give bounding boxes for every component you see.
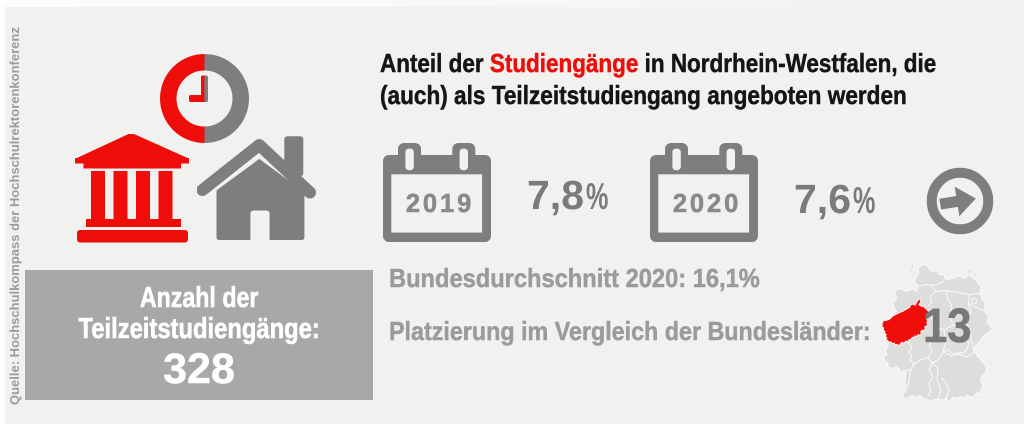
svg-text:2020: 2020 [673, 190, 741, 218]
svg-text:2019: 2019 [406, 190, 474, 218]
